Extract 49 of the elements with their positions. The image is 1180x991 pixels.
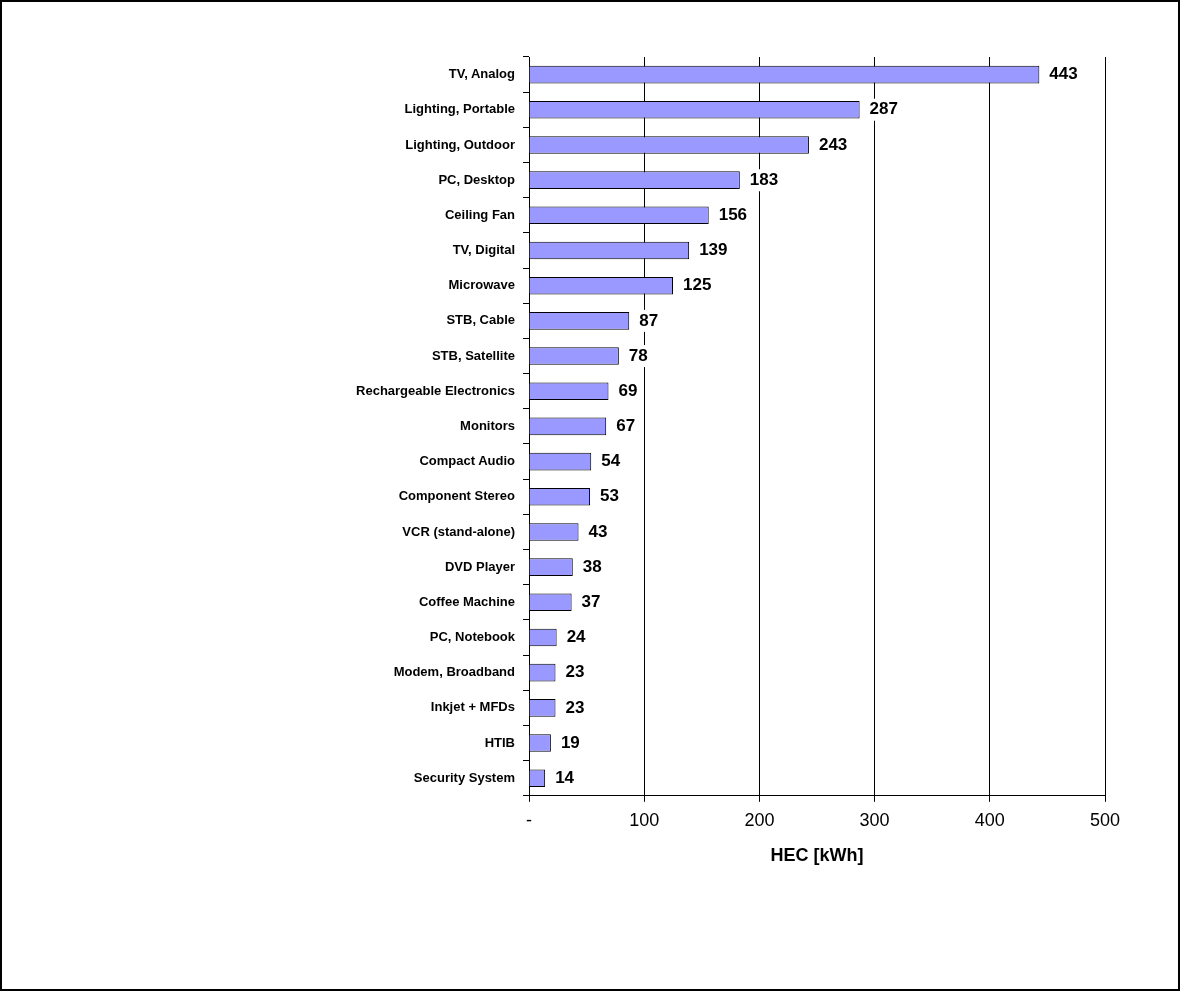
data-label: 243 <box>818 134 848 154</box>
y-tick-label: VCR (stand-alone) <box>402 523 515 539</box>
y-tick-label: PC, Desktop <box>438 171 516 187</box>
data-label: 14 <box>555 767 575 787</box>
data-label: 24 <box>566 627 587 647</box>
y-tick-label: Inkjet + MFDs <box>430 699 515 715</box>
data-label: 183 <box>749 169 779 189</box>
data-label: 125 <box>683 275 712 295</box>
y-tick-label: Microwave <box>448 277 515 293</box>
y-tick-label: TV, Digital <box>452 242 515 258</box>
data-label: 443 <box>1049 64 1078 84</box>
y-tick-label: Rechargeable Electronics <box>356 382 515 398</box>
y-tick-label: Security System <box>413 769 515 785</box>
data-label: 23 <box>565 697 585 717</box>
data-label: 38 <box>582 556 602 576</box>
y-tick-label: Monitors <box>460 417 515 433</box>
x-tick-label: 400 <box>974 809 1005 830</box>
data-label: 23 <box>565 662 585 682</box>
data-label: 54 <box>601 451 621 471</box>
y-tick-label: TV, Analog <box>448 66 516 82</box>
y-tick-label: HTIB <box>484 734 515 750</box>
y-tick-label: Lighting, Portable <box>404 101 515 117</box>
data-label: 139 <box>699 240 728 260</box>
data-label: 37 <box>581 591 601 611</box>
x-axis-title: HEC [kWh] <box>770 845 864 866</box>
y-tick-label: STB, Satellite <box>431 347 515 363</box>
data-label: 78 <box>628 345 648 365</box>
y-tick-label: Coffee Machine <box>418 593 515 609</box>
x-tick-label: - <box>526 809 532 830</box>
y-tick-label: STB, Cable <box>446 312 515 328</box>
y-tick-label: Ceiling Fan <box>444 206 516 222</box>
x-tick-label: 500 <box>1089 809 1121 830</box>
data-label: 156 <box>718 205 748 224</box>
x-tick-label: 300 <box>859 809 890 830</box>
data-label: 87 <box>639 310 659 330</box>
y-tick-label: Modem, Broadband <box>393 664 516 680</box>
data-label: 67 <box>616 416 636 436</box>
y-tick-label: PC, Notebook <box>429 629 516 645</box>
y-tick-label: Lighting, Outdoor <box>405 136 515 152</box>
data-label: 19 <box>560 732 580 752</box>
data-label: 69 <box>618 380 638 400</box>
x-tick-label: 200 <box>744 809 775 830</box>
x-tick-label: 100 <box>629 809 660 830</box>
y-tick-label: DVD Player <box>444 558 515 574</box>
data-label: 53 <box>600 486 619 506</box>
data-label: 43 <box>588 521 608 541</box>
y-tick-label: Compact Audio <box>419 453 516 469</box>
data-label: 287 <box>869 99 898 119</box>
y-tick-label: Component Stereo <box>398 488 516 504</box>
